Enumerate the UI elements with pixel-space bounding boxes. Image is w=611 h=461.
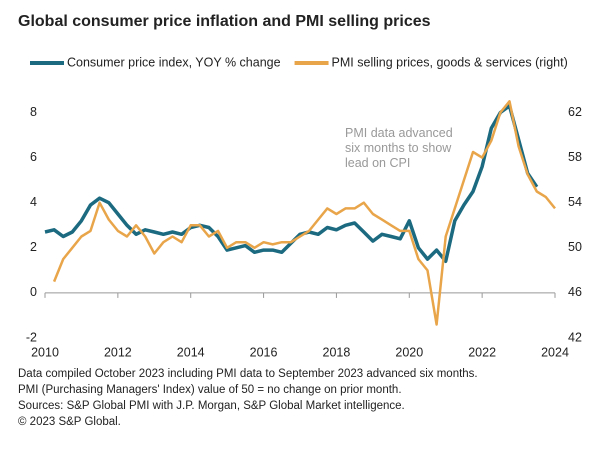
y-tick-label: 2 xyxy=(30,240,37,254)
x-tick-label: 2012 xyxy=(104,345,132,359)
footnote: © 2023 S&P Global. xyxy=(18,416,121,428)
x-tick-label: 2010 xyxy=(31,345,59,359)
y2-tick-label: 58 xyxy=(568,150,582,164)
series-line xyxy=(52,100,556,326)
legend-label: PMI selling prices, goods & services (ri… xyxy=(332,55,568,69)
legend-label: Consumer price index, YOY % change xyxy=(67,55,281,69)
y-tick-label: 6 xyxy=(30,150,37,164)
x-tick-label: 2018 xyxy=(323,345,351,359)
annotation: PMI data advanced six months to show lead … xyxy=(345,126,453,170)
annotation-line: PMI data advanced xyxy=(345,126,453,140)
y2-tick-label: 42 xyxy=(568,330,582,344)
y-tick-label: 8 xyxy=(30,105,37,119)
x-tick-label: 2024 xyxy=(541,345,569,359)
y-tick-label: 4 xyxy=(30,195,37,209)
x-tick-label: 2016 xyxy=(250,345,278,359)
y2-tick-label: 46 xyxy=(568,285,582,299)
footnote: Sources: S&P Global PMI with J.P. Morgan… xyxy=(18,400,405,412)
y-tick-label: -2 xyxy=(26,330,37,344)
chart-title: Global consumer price inflation and PMI … xyxy=(18,13,431,30)
footnote: Data compiled October 2023 including PMI… xyxy=(18,368,478,380)
y2-tick-label: 54 xyxy=(568,195,582,209)
annotation-line: six months to show xyxy=(345,141,452,155)
y2-tick-label: 50 xyxy=(568,240,582,254)
y-tick-label: 0 xyxy=(30,285,37,299)
x-tick-label: 2014 xyxy=(177,345,205,359)
x-tick-label: 2020 xyxy=(395,345,423,359)
x-tick-label: 2022 xyxy=(468,345,496,359)
footnote: PMI (Purchasing Managers' Index) value o… xyxy=(18,384,402,396)
annotation-line: lead on CPI xyxy=(345,156,410,170)
y2-tick-label: 62 xyxy=(568,105,582,119)
